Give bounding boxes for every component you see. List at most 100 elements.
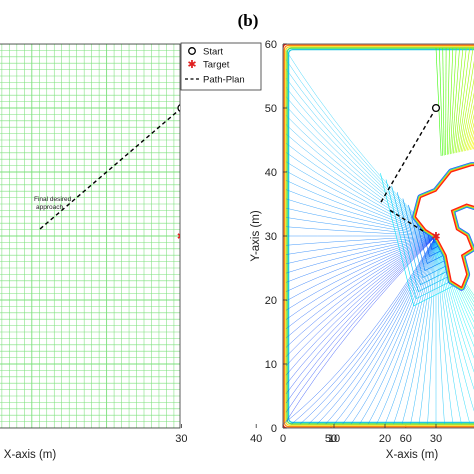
streamline bbox=[285, 189, 437, 237]
streamline bbox=[285, 235, 437, 385]
streamline bbox=[393, 235, 437, 425]
streamline bbox=[435, 235, 474, 359]
y-tick-label: 10 bbox=[265, 359, 277, 371]
streamline bbox=[435, 235, 471, 425]
left-path-plan: ✱ bbox=[38, 104, 207, 243]
fan-line bbox=[465, 113, 474, 151]
legend-path-label: Path-Plan bbox=[203, 75, 245, 86]
streamline bbox=[418, 235, 437, 425]
fan-line bbox=[457, 47, 474, 153]
streamline bbox=[286, 226, 437, 237]
contour-line bbox=[380, 173, 470, 307]
streamline bbox=[435, 235, 474, 373]
streamline bbox=[285, 235, 437, 367]
right-x-axis-label: X-axis (m) bbox=[386, 449, 439, 461]
streamline bbox=[359, 235, 437, 425]
left-chart: ✱ 30 40 50 60 X-axis (m) Final desired appr… bbox=[0, 42, 412, 461]
contour-line bbox=[413, 211, 450, 264]
streamline bbox=[285, 170, 437, 237]
left-x-ticks: 30 40 50 60 bbox=[175, 424, 412, 445]
legend-start-marker bbox=[188, 47, 196, 55]
streamline bbox=[285, 235, 437, 413]
streamline bbox=[299, 235, 437, 425]
fan-line bbox=[448, 47, 454, 155]
fan-line bbox=[453, 47, 464, 154]
fan-line bbox=[460, 78, 474, 152]
streamline bbox=[350, 235, 437, 425]
x-tick-label: 40 bbox=[250, 433, 262, 445]
streamline bbox=[291, 235, 437, 425]
streamline bbox=[342, 235, 437, 425]
streamline bbox=[285, 124, 437, 237]
streamline bbox=[283, 235, 437, 425]
streamline bbox=[435, 235, 462, 425]
x-tick-label: 30 bbox=[430, 433, 442, 445]
legend: Start ✱ Target Path-Plan bbox=[180, 42, 262, 91]
streamline bbox=[285, 180, 437, 237]
right-chart: ✱ 0 10 20 30 0 10 20 30 40 50 60 X-axis (m) Y-axi… bbox=[250, 39, 474, 461]
fan-line bbox=[462, 92, 474, 152]
x-tick-label: 10 bbox=[328, 433, 340, 445]
streamline bbox=[285, 50, 437, 237]
panel-label: (b) bbox=[238, 11, 259, 30]
obstacle-body bbox=[415, 165, 474, 288]
streamline bbox=[285, 235, 437, 302]
y-tick-label: 60 bbox=[265, 39, 277, 51]
fan-line bbox=[463, 103, 474, 152]
streamline bbox=[285, 235, 437, 357]
fan-line bbox=[454, 47, 467, 154]
streamline bbox=[435, 235, 474, 390]
streamline bbox=[286, 235, 437, 255]
streamline bbox=[325, 235, 437, 425]
y-tick-label: 40 bbox=[265, 167, 277, 179]
fan-line bbox=[468, 129, 474, 151]
x-tick-label: 0 bbox=[280, 433, 286, 445]
annotation-line-2: approach bbox=[36, 204, 63, 211]
legend-start-label: Start bbox=[203, 47, 223, 58]
streamline bbox=[285, 143, 437, 237]
fan-line bbox=[456, 47, 470, 153]
streamline bbox=[435, 235, 474, 412]
streamline bbox=[285, 235, 437, 348]
x-tick-label: 50 bbox=[325, 433, 337, 445]
contour-line bbox=[408, 204, 453, 271]
streamline bbox=[285, 161, 437, 237]
streamline bbox=[286, 235, 437, 246]
left-grid bbox=[0, 44, 180, 428]
approach-annotation: Final desired approach bbox=[34, 196, 72, 211]
target-marker: ✱ bbox=[177, 230, 186, 243]
start-marker bbox=[177, 104, 180, 112]
streamline bbox=[285, 235, 437, 394]
path-plan-line bbox=[389, 209, 427, 234]
streamline bbox=[367, 235, 437, 425]
target-marker: ✱ bbox=[431, 230, 440, 243]
left-plot-frame bbox=[0, 43, 181, 429]
streamline bbox=[333, 235, 437, 425]
fan-line bbox=[439, 47, 443, 156]
right-potential-field bbox=[283, 44, 474, 428]
x-tick-label: 60 bbox=[400, 433, 412, 445]
approach-arrow bbox=[181, 204, 207, 236]
streamline bbox=[285, 115, 437, 237]
right-y-axis-label: Y-axis (m) bbox=[250, 210, 262, 261]
right-obstacle bbox=[412, 162, 474, 291]
streamline bbox=[401, 235, 437, 425]
streamline bbox=[384, 235, 437, 425]
x-tick-label: 30 bbox=[175, 433, 187, 445]
streamline bbox=[435, 235, 445, 425]
y-tick-label: 20 bbox=[265, 295, 277, 307]
streamline bbox=[286, 217, 437, 237]
y-tick-label: 50 bbox=[265, 103, 277, 115]
streamline bbox=[285, 235, 437, 311]
streamline bbox=[285, 235, 437, 283]
fan-line bbox=[449, 47, 457, 155]
y-tick-label: 0 bbox=[271, 423, 277, 435]
streamline bbox=[316, 235, 437, 425]
y-tick-label: 30 bbox=[265, 231, 277, 243]
fan-line bbox=[451, 47, 460, 154]
right-path-plan: ✱ bbox=[379, 103, 441, 243]
streamline bbox=[285, 235, 437, 422]
streamline bbox=[285, 235, 437, 274]
streamline bbox=[376, 235, 437, 425]
